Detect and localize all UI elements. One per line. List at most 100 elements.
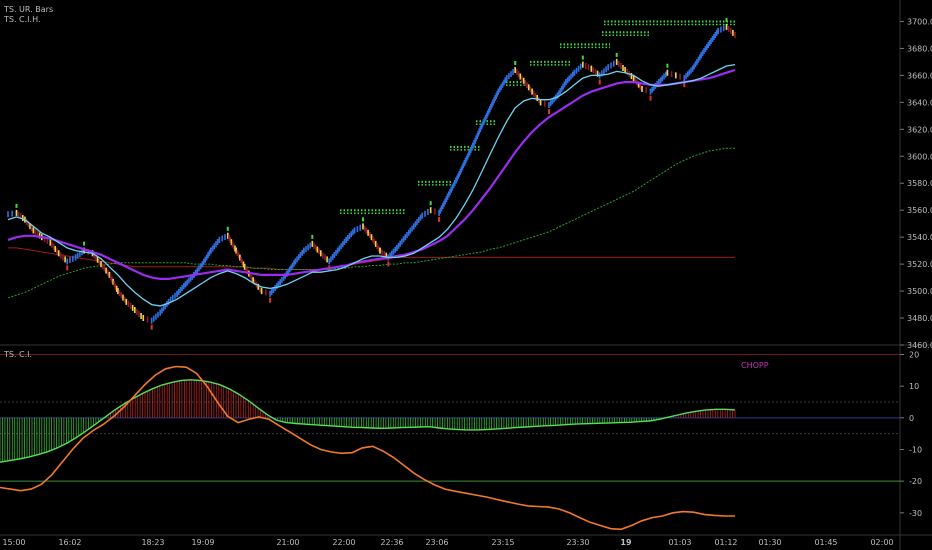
price-bar — [359, 224, 361, 231]
price-bar — [252, 277, 254, 284]
price-bar — [299, 252, 302, 258]
price-bar — [477, 130, 479, 137]
price-bar — [239, 254, 241, 261]
price-bar — [109, 274, 112, 281]
price-bar — [392, 248, 395, 255]
price-bar — [462, 162, 465, 169]
price-bar — [242, 261, 245, 268]
time-axis-label: 01:30 — [758, 538, 781, 547]
price-bar — [52, 243, 55, 250]
price-bar — [517, 71, 520, 78]
price-bar — [100, 261, 102, 268]
price-bar — [43, 236, 46, 242]
price-bar — [276, 283, 278, 290]
trough-marker — [387, 261, 390, 267]
price-bar — [230, 239, 233, 246]
price-bar — [476, 133, 478, 140]
price-bar — [260, 288, 263, 295]
price-bar — [394, 246, 396, 253]
price-bar — [216, 239, 219, 245]
price-bar — [666, 69, 669, 76]
price-bar — [715, 29, 718, 36]
price-bar — [622, 65, 624, 71]
time-axis-label: 21:00 — [276, 538, 299, 547]
price-bar — [491, 101, 493, 108]
price-bar — [418, 216, 420, 223]
price-bar — [512, 69, 514, 75]
price-bar — [15, 209, 18, 216]
price-bar — [136, 309, 138, 315]
price-bar — [243, 263, 246, 270]
price-bar — [455, 177, 457, 184]
price-axis-label: 3600.0 — [907, 152, 932, 161]
price-bar — [703, 48, 705, 55]
price-bar — [122, 294, 124, 301]
price-bar — [286, 270, 288, 277]
price-bar — [282, 274, 285, 281]
price-bar — [142, 315, 145, 321]
price-bar — [645, 87, 647, 94]
price-bar — [508, 73, 510, 80]
time-axis-label: 19:09 — [191, 538, 214, 547]
price-bar — [461, 164, 464, 171]
price-axis-label: 3660.0 — [907, 71, 932, 80]
price-bar — [338, 245, 341, 252]
price-bar — [188, 277, 190, 284]
price-bar — [257, 283, 259, 290]
price-axis-label: 3460.0 — [907, 341, 932, 350]
time-axis-label: 19 — [620, 538, 632, 547]
price-bar — [79, 251, 81, 257]
price-bar — [72, 255, 74, 262]
price-bar — [571, 71, 574, 78]
price-bar — [413, 223, 415, 230]
price-bar — [479, 126, 482, 132]
slow-ma-line — [7, 147, 735, 299]
price-bar — [377, 245, 380, 252]
price-bar — [314, 244, 317, 251]
price-bar — [404, 234, 407, 241]
price-bar — [62, 254, 64, 261]
price-bar — [83, 247, 85, 254]
osc-axis-label: 20 — [909, 351, 919, 360]
price-bar — [333, 252, 336, 258]
price-bar — [342, 241, 344, 248]
price-bar — [448, 191, 450, 198]
price-bar — [725, 23, 728, 30]
price-bar — [451, 184, 454, 191]
price-bar — [449, 189, 451, 196]
fast-ma-line — [7, 63, 736, 307]
price-bar — [298, 254, 300, 261]
price-bar — [670, 71, 673, 78]
price-bar — [734, 32, 736, 38]
price-bar — [64, 256, 66, 263]
price-bar — [685, 73, 687, 80]
price-bar — [218, 236, 221, 243]
price-bar — [174, 292, 176, 299]
price-bar — [551, 98, 554, 105]
price-bar — [460, 166, 463, 173]
price-axis-label: 3540.0 — [907, 233, 932, 242]
price-bar — [605, 66, 607, 73]
price-bar — [483, 117, 486, 124]
price-bar — [107, 269, 109, 276]
price-bar — [556, 92, 559, 99]
price-bar — [322, 252, 324, 259]
price-bar — [714, 32, 717, 38]
peak-marker — [311, 234, 314, 239]
price-bar — [290, 264, 292, 271]
price-bar — [301, 249, 303, 256]
price-bar — [700, 52, 702, 59]
price-axis-label: 3520.0 — [907, 260, 932, 269]
red-ma-line — [8, 247, 735, 270]
price-bar — [720, 26, 722, 33]
price-bar — [19, 213, 22, 220]
price-bar — [56, 248, 58, 255]
price-bar — [664, 71, 667, 78]
price-bar — [370, 234, 373, 241]
price-bar — [694, 61, 697, 68]
price-bar — [196, 267, 199, 274]
price-bar — [699, 54, 701, 61]
price-bar — [241, 259, 244, 266]
price-bar — [74, 254, 77, 261]
